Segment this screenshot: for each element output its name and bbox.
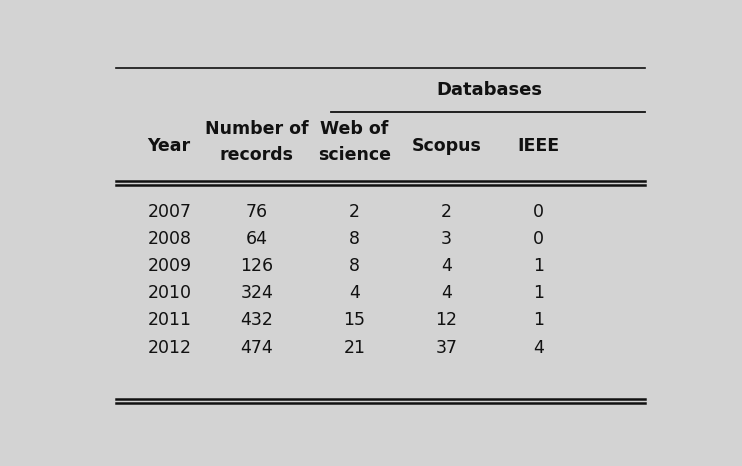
- Text: 2009: 2009: [148, 257, 191, 275]
- Text: Web of: Web of: [321, 121, 389, 138]
- Text: 1: 1: [533, 257, 544, 275]
- Text: 474: 474: [240, 339, 273, 357]
- Text: 8: 8: [349, 230, 360, 248]
- Text: science: science: [318, 145, 391, 164]
- Text: 1: 1: [533, 311, 544, 329]
- Text: 21: 21: [344, 339, 365, 357]
- Text: 2010: 2010: [148, 284, 191, 302]
- Text: 76: 76: [246, 203, 268, 221]
- Text: 2: 2: [349, 203, 360, 221]
- Text: 324: 324: [240, 284, 273, 302]
- Text: 126: 126: [240, 257, 273, 275]
- Text: 2: 2: [441, 203, 452, 221]
- Text: 0: 0: [533, 230, 544, 248]
- Text: 0: 0: [533, 203, 544, 221]
- Text: Scopus: Scopus: [412, 137, 482, 155]
- Text: 4: 4: [349, 284, 360, 302]
- Text: 432: 432: [240, 311, 273, 329]
- Text: Databases: Databases: [436, 81, 542, 99]
- Text: 2012: 2012: [148, 339, 191, 357]
- Text: 12: 12: [436, 311, 457, 329]
- Text: 8: 8: [349, 257, 360, 275]
- Text: 64: 64: [246, 230, 268, 248]
- Text: IEEE: IEEE: [517, 137, 559, 155]
- Text: 2011: 2011: [148, 311, 191, 329]
- Text: 15: 15: [344, 311, 365, 329]
- Text: 2007: 2007: [148, 203, 191, 221]
- Text: 2008: 2008: [148, 230, 191, 248]
- Text: 3: 3: [441, 230, 452, 248]
- Text: records: records: [220, 145, 294, 164]
- Text: 4: 4: [441, 284, 452, 302]
- Text: Number of: Number of: [205, 121, 309, 138]
- Text: Year: Year: [148, 137, 191, 155]
- Text: 1: 1: [533, 284, 544, 302]
- Text: 37: 37: [436, 339, 457, 357]
- Text: 4: 4: [441, 257, 452, 275]
- Text: 4: 4: [533, 339, 544, 357]
